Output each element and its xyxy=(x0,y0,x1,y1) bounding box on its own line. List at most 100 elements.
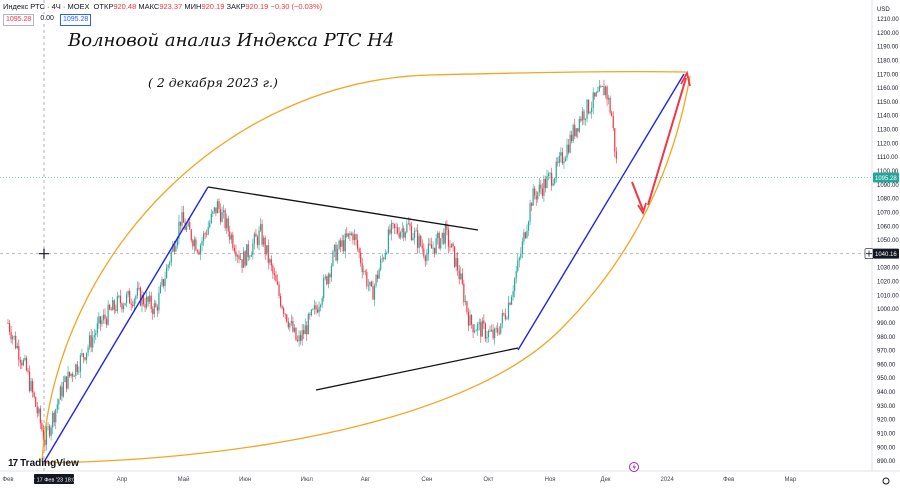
candle xyxy=(263,235,265,248)
candle xyxy=(239,253,242,260)
open-value: 920.48 xyxy=(113,2,137,11)
candle xyxy=(82,352,85,364)
candle xyxy=(347,233,349,240)
candle xyxy=(56,398,58,414)
price-tick-label: 1050.00 xyxy=(877,238,899,244)
buy-price-pill[interactable]: 1095.28 xyxy=(59,14,92,26)
tradingview-logo-text: TradingView xyxy=(20,458,79,469)
candle xyxy=(243,246,245,268)
time-tick-label: Фев xyxy=(723,477,734,483)
candle xyxy=(155,300,157,308)
candle xyxy=(464,295,466,306)
symbol-label[interactable]: Индекс РТС · 4Ч · MOEX xyxy=(3,2,90,11)
price-tick-label: 990.00 xyxy=(877,321,896,327)
candle xyxy=(204,231,206,240)
candle xyxy=(592,87,594,115)
candle xyxy=(201,237,203,252)
candle xyxy=(306,320,308,341)
candle xyxy=(395,222,397,235)
candle xyxy=(497,322,499,336)
candle xyxy=(367,279,369,292)
candle xyxy=(125,291,128,308)
candle xyxy=(554,177,556,186)
candle xyxy=(587,99,590,115)
candle xyxy=(346,227,348,238)
candle xyxy=(507,295,510,321)
time-tick-label: Июн xyxy=(239,477,251,483)
time-tick-label: 2024 xyxy=(660,477,674,483)
candle xyxy=(181,206,183,231)
candle xyxy=(478,318,480,331)
candle xyxy=(307,312,309,335)
candle xyxy=(241,259,243,274)
candle xyxy=(614,127,616,158)
candle xyxy=(267,239,269,270)
candle xyxy=(98,311,100,329)
last-price-tag xyxy=(873,172,899,183)
candle xyxy=(612,111,614,132)
candle xyxy=(193,235,195,253)
candle xyxy=(526,224,528,239)
candle xyxy=(560,147,562,163)
candle xyxy=(78,366,80,376)
candle xyxy=(287,317,289,330)
price-tick-label: 1000.00 xyxy=(877,307,899,313)
candle xyxy=(153,299,155,318)
price-tick-label: 1010.00 xyxy=(877,293,899,299)
candle xyxy=(281,305,283,310)
candle xyxy=(122,302,125,313)
price-tick-label: 1110.00 xyxy=(877,155,898,161)
price-tick-label: 1020.00 xyxy=(877,280,899,286)
chart-header: Индекс РТС · 4Ч · MOEX ОТКР920.48 МАКС92… xyxy=(3,2,322,11)
candle xyxy=(460,266,462,280)
time-tick-label: Апр xyxy=(117,477,128,483)
candle xyxy=(366,268,368,289)
candle xyxy=(67,365,69,390)
candle xyxy=(504,308,507,321)
price-tick-label: 1200.00 xyxy=(877,31,899,37)
candle xyxy=(415,227,417,232)
candle xyxy=(441,232,443,245)
candle xyxy=(323,274,325,302)
candle xyxy=(304,318,306,335)
price-tick-label: 1090.00 xyxy=(877,183,899,189)
candle xyxy=(447,225,450,254)
candle xyxy=(133,297,135,312)
candle xyxy=(152,306,154,320)
candle xyxy=(501,309,503,329)
candle xyxy=(261,219,263,247)
candle xyxy=(27,367,29,375)
candle xyxy=(584,118,587,126)
candle xyxy=(578,116,580,134)
price-pills: 1095.28 0.00 1095.28 xyxy=(3,14,92,26)
candle xyxy=(226,213,228,235)
candle xyxy=(144,297,146,312)
candle xyxy=(32,378,34,398)
candle xyxy=(390,219,393,241)
sell-price-pill[interactable]: 1095.28 xyxy=(3,14,35,26)
candle xyxy=(70,373,72,379)
crosshair-time-tag-text: пт 17 Фев '23 18:00 xyxy=(30,478,79,484)
candle xyxy=(76,360,78,375)
candle xyxy=(537,191,539,203)
price-tick-label: 1170.00 xyxy=(877,72,899,78)
candle xyxy=(21,359,23,370)
candle xyxy=(244,250,246,268)
candle xyxy=(603,79,605,96)
candle xyxy=(571,130,573,144)
candle xyxy=(121,302,123,313)
time-tick-label: Сен xyxy=(421,477,432,483)
candle xyxy=(227,215,229,237)
candle xyxy=(47,421,49,431)
candle xyxy=(544,175,547,193)
red-arrow-up xyxy=(647,77,687,206)
candle xyxy=(138,282,140,291)
candle xyxy=(278,281,280,299)
candle xyxy=(564,155,567,162)
candle xyxy=(403,225,405,242)
candle xyxy=(79,352,81,379)
candle xyxy=(490,324,493,333)
candle xyxy=(238,250,240,264)
candle xyxy=(28,365,31,393)
candle xyxy=(598,80,600,92)
